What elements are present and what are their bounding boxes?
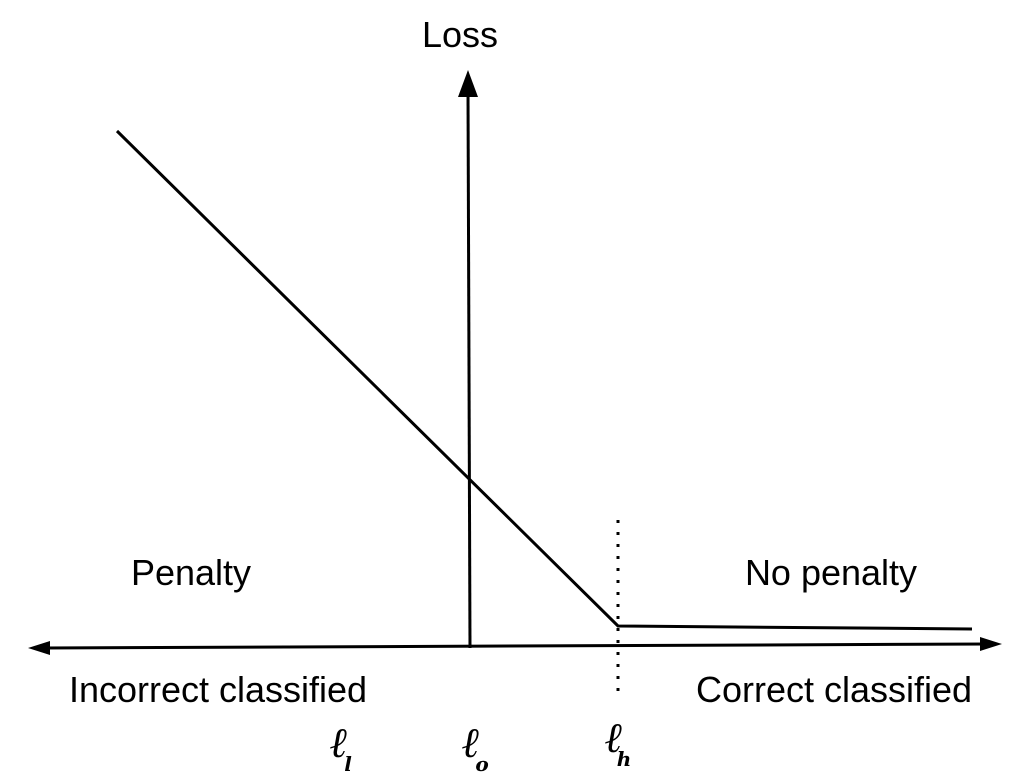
marker-ell-h-subscript: h xyxy=(617,747,632,771)
marker-ell-o-symbol: ℓ xyxy=(462,718,480,767)
marker-ell-l-subscript: l xyxy=(344,752,352,776)
y-axis xyxy=(458,70,478,649)
hinge-loss-curve xyxy=(115,129,973,631)
x-axis-right-arrowhead xyxy=(980,637,1002,651)
marker-ell-l-symbol: ℓ xyxy=(330,718,348,767)
x-axis-left-arrowhead xyxy=(28,641,50,655)
marker-ell-h: ℓ h xyxy=(605,713,631,771)
marker-ell-o-subscript: o xyxy=(475,752,488,776)
marker-ell-l: ℓ l xyxy=(330,718,352,776)
y-axis-arrowhead xyxy=(458,70,478,97)
y-axis-label: Loss xyxy=(422,14,498,55)
penalty-region-label: Penalty xyxy=(131,552,251,593)
marker-ell-h-symbol: ℓ xyxy=(605,713,623,762)
incorrect-classified-label: Incorrect classified xyxy=(69,669,367,710)
correct-classified-label: Correct classified xyxy=(696,669,972,710)
marker-ell-o: ℓ o xyxy=(462,718,489,776)
x-axis xyxy=(28,637,1002,655)
no-penalty-region-label: No penalty xyxy=(745,552,917,593)
